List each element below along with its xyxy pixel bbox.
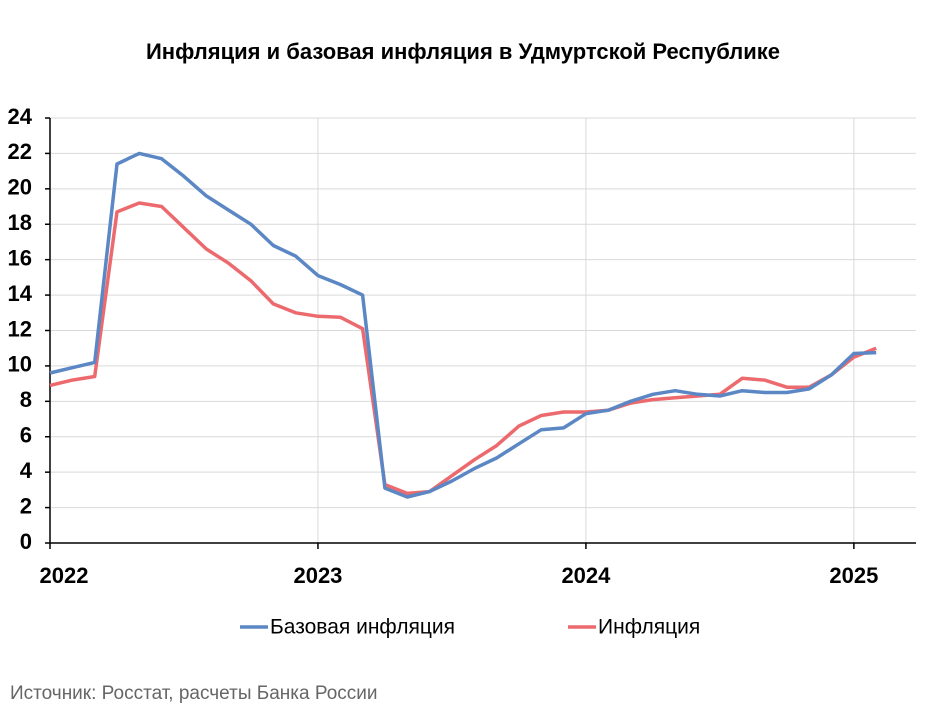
y-tick-label: 2 — [20, 493, 32, 518]
source-note: Источник: Росстат, расчеты Банка России — [10, 683, 378, 704]
y-tick-label: 0 — [20, 529, 32, 554]
y-tick-label: 24 — [8, 104, 33, 129]
y-tick-label: 10 — [8, 352, 32, 377]
y-tick-label: 20 — [8, 175, 32, 200]
legend-label: Инфляция — [598, 616, 700, 639]
y-tick-label: 22 — [8, 139, 32, 164]
series-line — [49, 151, 877, 499]
x-tick-label: 2022 — [40, 563, 89, 588]
legend-label: Базовая инфляция — [270, 616, 455, 639]
chart-title: Инфляция и базовая инфляция в Удмуртской… — [146, 39, 780, 64]
series-line — [49, 201, 877, 496]
y-tick-label: 16 — [8, 245, 32, 270]
y-tick-label: 6 — [20, 423, 32, 448]
x-tick-label: 2023 — [293, 563, 342, 588]
y-tick-label: 18 — [8, 210, 32, 235]
y-tick-label: 4 — [20, 458, 33, 483]
x-tick-label: 2025 — [829, 563, 878, 588]
y-tick-label: 14 — [8, 281, 33, 306]
y-tick-label: 8 — [20, 387, 32, 412]
x-tick-label: 2024 — [561, 563, 611, 588]
y-tick-label: 12 — [8, 316, 32, 341]
